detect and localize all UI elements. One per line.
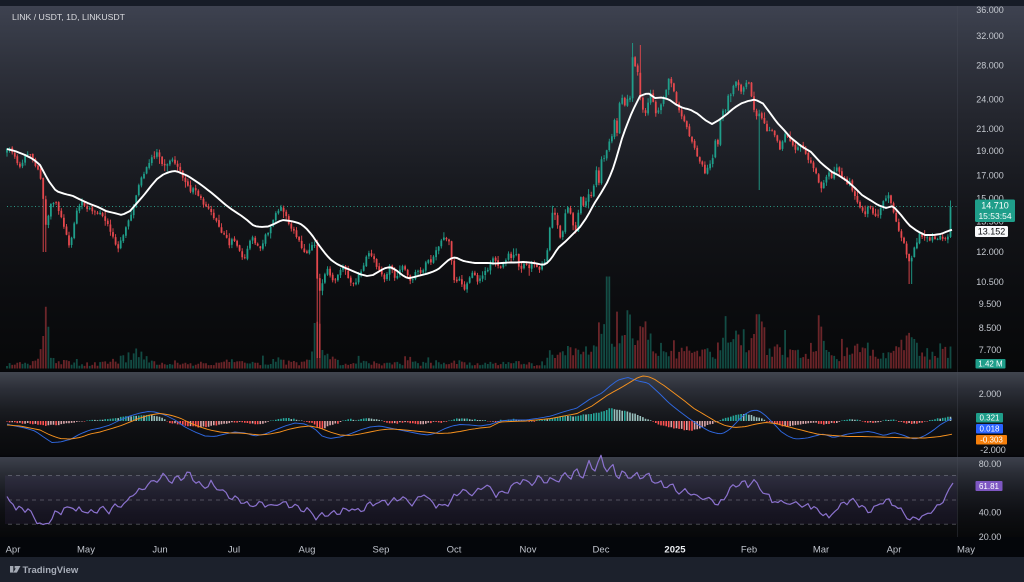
svg-text:TradingView: TradingView: [23, 565, 79, 576]
svg-text:May: May: [77, 545, 95, 556]
svg-text:Oct: Oct: [447, 545, 462, 556]
svg-text:80.00: 80.00: [979, 459, 1002, 469]
svg-text:Feb: Feb: [741, 545, 757, 556]
svg-text:2025: 2025: [664, 545, 686, 556]
svg-text:Nov: Nov: [520, 545, 537, 556]
svg-text:Jun: Jun: [152, 545, 167, 556]
svg-text:21.000: 21.000: [976, 124, 1004, 134]
svg-text:61.81: 61.81: [979, 482, 1000, 491]
svg-text:12.000: 12.000: [976, 247, 1004, 257]
svg-text:24.000: 24.000: [976, 95, 1004, 105]
svg-text:0.018: 0.018: [979, 425, 1000, 434]
svg-text:1.42 M: 1.42 M: [978, 360, 1003, 369]
svg-text:Apr: Apr: [6, 545, 21, 556]
svg-text:40.00: 40.00: [979, 508, 1002, 518]
svg-text:13.152: 13.152: [978, 227, 1006, 237]
svg-text:Sep: Sep: [373, 545, 390, 556]
svg-text:36.000: 36.000: [976, 5, 1004, 15]
svg-text:19.000: 19.000: [976, 146, 1004, 156]
svg-text:15:53:54: 15:53:54: [978, 211, 1011, 221]
svg-text:20.00: 20.00: [979, 532, 1002, 542]
svg-text:14.710: 14.710: [981, 201, 1009, 211]
svg-text:-2.000: -2.000: [980, 445, 1006, 455]
svg-text:0.321: 0.321: [979, 414, 1000, 423]
svg-text:2.000: 2.000: [979, 389, 1002, 399]
svg-text:7.700: 7.700: [979, 345, 1002, 355]
svg-text:Jul: Jul: [228, 545, 240, 556]
svg-text:10.500: 10.500: [976, 277, 1004, 287]
svg-text:-0.303: -0.303: [980, 436, 1003, 445]
svg-text:Mar: Mar: [813, 545, 829, 556]
svg-text:32.000: 32.000: [976, 31, 1004, 41]
svg-text:Aug: Aug: [299, 545, 316, 556]
svg-text:Dec: Dec: [593, 545, 610, 556]
svg-text:15.000: 15.000: [976, 194, 1004, 204]
svg-text:8.500: 8.500: [979, 323, 1002, 333]
svg-text:9.500: 9.500: [979, 299, 1002, 309]
svg-text:May: May: [957, 545, 975, 556]
svg-text:Apr: Apr: [887, 545, 902, 556]
svg-text:17.000: 17.000: [976, 171, 1004, 181]
svg-text:LINK / USDT, 1D, LINKUSDT: LINK / USDT, 1D, LINKUSDT: [12, 12, 126, 22]
svg-text:28.000: 28.000: [976, 61, 1004, 71]
